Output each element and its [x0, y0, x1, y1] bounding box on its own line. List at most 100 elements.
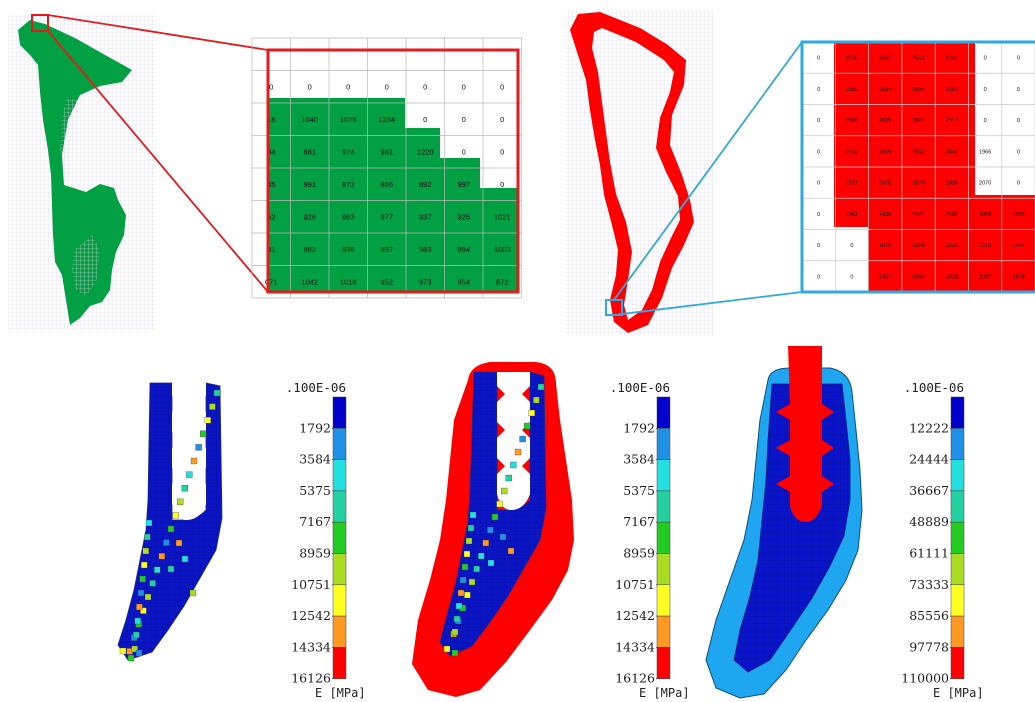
- color-scale-2: .100E-06 1792 3584 5375 7167 8959 10751 12542 14…: [610, 380, 690, 700]
- table-cell-value: 1966: [979, 149, 991, 155]
- mesh-element: [461, 563, 469, 571]
- table-cell-value: 2476: [879, 181, 891, 187]
- table-cell-value: 0: [1017, 149, 1020, 155]
- green-zoom-table: 0 0 0 0 0 0 0 18 1040 1075 1234 0 0 0 84 881 974 981 1220 0…: [251, 37, 522, 299]
- mesh-element: [144, 533, 151, 541]
- mesh-element: [167, 525, 175, 533]
- mesh-element: [514, 448, 522, 456]
- mesh-element: [496, 500, 503, 508]
- table-cell-value: 0: [817, 212, 820, 218]
- table-cell-value: 991: [303, 180, 316, 189]
- mesh-element: [505, 474, 512, 482]
- scale-swatch: [656, 584, 671, 617]
- scale-swatch: [950, 428, 965, 460]
- table-cell-value: 866: [380, 180, 393, 189]
- mesh-element: [487, 559, 495, 567]
- table-cell-value: 997: [457, 180, 470, 189]
- table-cell-value: 1855: [1012, 212, 1024, 218]
- scale-tick-label: 97778: [909, 639, 949, 654]
- scale-tick-label: 7167: [623, 514, 655, 529]
- scale-swatch: [950, 521, 965, 554]
- table-cell-value: 0: [1017, 56, 1020, 62]
- table-cell-value: 1420: [879, 212, 891, 218]
- table-cell-value: 925: [457, 212, 470, 221]
- scale-tick-label: 73333: [909, 577, 949, 592]
- scale-swatch: [332, 553, 347, 586]
- green-zoom-connector: [47, 30, 269, 293]
- table-cell-value: 2584: [912, 87, 924, 93]
- table-cell-value: 1003: [494, 245, 511, 254]
- table-cell-value: 994: [457, 245, 470, 254]
- mesh-element: [190, 457, 198, 465]
- table-cell-value: 2542: [846, 149, 858, 155]
- table-cell-value: 0: [850, 274, 853, 280]
- scale-tick-label: 1792: [623, 420, 655, 435]
- red-zoom-cells: 0 2535 2552 2562 2359 0 0 0 2580 2584 2584 2257 0 0 0 2…: [817, 56, 1024, 281]
- scale-swatch: [656, 553, 671, 586]
- table-cell-value: 2068: [979, 212, 991, 218]
- scale-tick-label: 8959: [299, 546, 331, 561]
- mesh-element: [163, 539, 170, 546]
- scale-tick-label: 85556: [909, 608, 949, 623]
- mesh-element: [133, 631, 140, 639]
- table-cell-value: 974: [342, 147, 355, 156]
- implant-model-2: [412, 362, 574, 697]
- mesh-element: [469, 511, 477, 519]
- table-cell-value: 972: [342, 180, 355, 189]
- mesh-element: [463, 550, 471, 558]
- mesh-element: [141, 561, 148, 569]
- table-cell-value: 983: [419, 245, 432, 254]
- table-cell-value: 0: [817, 149, 820, 155]
- table-cell-value: 0: [308, 82, 312, 91]
- table-cell-value: 2562: [912, 56, 924, 62]
- mesh-element: [142, 547, 149, 555]
- scale-swatch: [950, 647, 965, 679]
- table-cell-value: 2364: [912, 274, 924, 280]
- implant-thread-cutout: [172, 383, 206, 520]
- scale-tick-label: 12222: [909, 420, 949, 435]
- color-scale-1: .100E-06 1792 3584 5375 7167 8959 10751 12542 14…: [286, 380, 366, 700]
- mesh-element: [209, 403, 216, 410]
- table-cell-value: 0: [984, 87, 987, 93]
- mesh-element: [453, 615, 461, 623]
- table-cell-value: 981: [380, 147, 393, 156]
- red-zoom-table: 0 2535 2552 2562 2359 0 0 0 2580 2584 2584 2257 0 0 0 2…: [800, 40, 1035, 294]
- mesh-element: [524, 422, 531, 430]
- table-cell-value: 977: [380, 212, 393, 221]
- mesh-element: [158, 553, 165, 560]
- table-cell-value: 84: [267, 147, 275, 156]
- mesh-element: [140, 607, 147, 614]
- table-cell-value: 1040: [301, 115, 318, 124]
- mesh-element: [528, 409, 535, 417]
- mesh-element: [213, 389, 221, 397]
- table-cell-value: 2508: [946, 212, 958, 218]
- scale-swatch: [656, 647, 671, 679]
- mesh-element: [491, 513, 499, 521]
- mesh-element: [175, 539, 183, 547]
- scale-tick-label: 3584: [299, 452, 331, 467]
- scale-tick-label: 14334: [291, 639, 331, 654]
- green-void: [72, 235, 100, 296]
- table-cell-value: 2529: [946, 274, 958, 280]
- scale-swatch: [332, 521, 347, 554]
- scale-swatch: [332, 647, 347, 679]
- scale-tick-label: 61111: [909, 546, 949, 561]
- green-density-shape: [18, 20, 132, 325]
- table-cell-value: 071: [265, 277, 278, 286]
- mesh-element: [459, 576, 467, 584]
- mesh-element: [154, 566, 161, 573]
- table-cell-value: 872: [496, 277, 509, 286]
- table-cell-value: 45: [267, 180, 275, 189]
- mesh-element: [467, 524, 475, 532]
- table-cell-value: 0: [817, 243, 820, 249]
- mesh-element: [149, 580, 156, 587]
- scale-tick-label: 16126: [291, 671, 331, 686]
- mesh-element: [487, 526, 494, 534]
- table-cell-value: 2584: [879, 87, 891, 93]
- mesh-element: [465, 537, 473, 545]
- table-cell-value: 2448: [946, 149, 958, 155]
- mesh-element: [181, 485, 188, 492]
- table-cell-value: 2619: [879, 149, 891, 155]
- green-zoom-cells: 0 0 0 0 0 0 0 18 1040 1075 1234 0 0 0 84 881 974 981 1220 0…: [265, 82, 511, 286]
- table-cell-value: 2317: [946, 118, 958, 124]
